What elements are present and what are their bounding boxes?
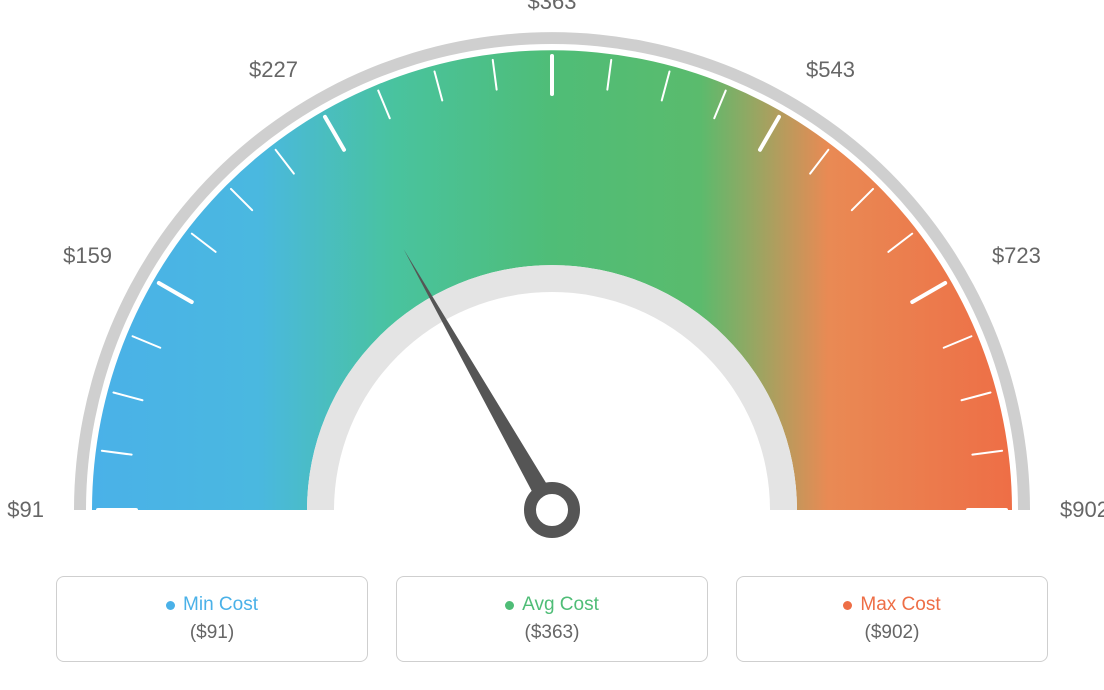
svg-text:$543: $543 xyxy=(806,57,855,82)
legend-dot-max xyxy=(843,601,852,610)
legend-label-max: Max Cost xyxy=(860,594,940,616)
legend-label-avg: Avg Cost xyxy=(522,594,599,616)
gauge: $91 $159 $227 $363 $543 $723 $902 xyxy=(0,0,1104,560)
legend-max: Max Cost ($902) xyxy=(736,576,1048,662)
svg-text:$902: $902 xyxy=(1060,497,1104,522)
legend-dot-avg xyxy=(505,601,514,610)
legend-min: Min Cost ($91) xyxy=(56,576,368,662)
legend-avg: Avg Cost ($363) xyxy=(396,576,708,662)
legend-label-min: Min Cost xyxy=(183,594,258,616)
svg-text:$91: $91 xyxy=(7,497,44,522)
svg-text:$723: $723 xyxy=(992,243,1041,268)
legend-dot-min xyxy=(166,601,175,610)
svg-text:$227: $227 xyxy=(249,57,298,82)
legend-value-max: ($902) xyxy=(865,622,920,644)
legend: Min Cost ($91) Avg Cost ($363) Max Cost … xyxy=(0,576,1104,662)
svg-text:$363: $363 xyxy=(528,0,577,14)
legend-value-avg: ($363) xyxy=(525,622,580,644)
legend-value-min: ($91) xyxy=(190,622,234,644)
cost-gauge-chart: $91 $159 $227 $363 $543 $723 $902 Min Cost ($9… xyxy=(0,0,1104,690)
svg-text:$159: $159 xyxy=(63,243,112,268)
